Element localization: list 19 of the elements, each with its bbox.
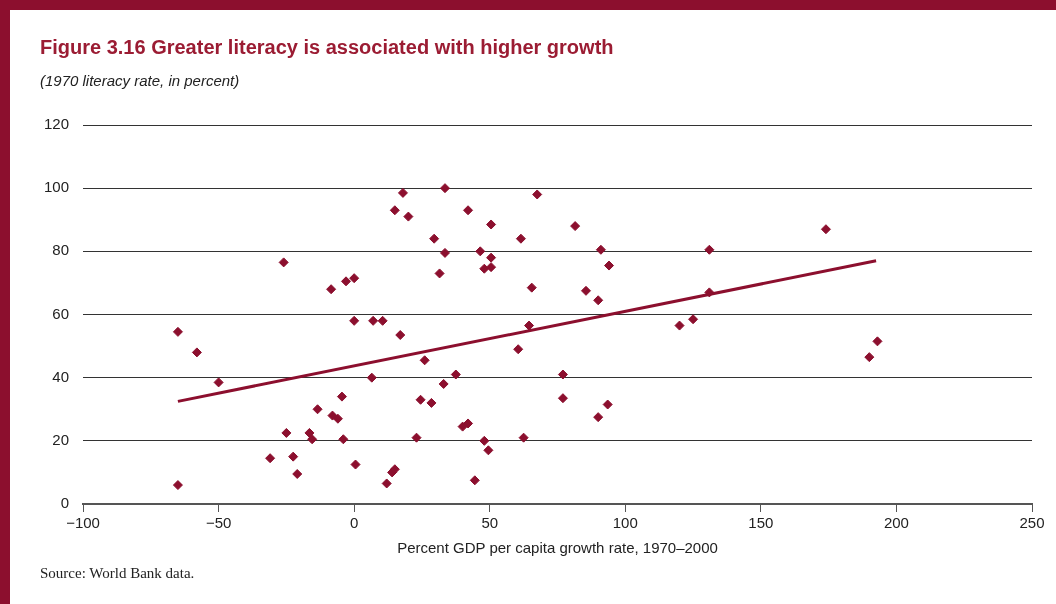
x-tick-label: 0 [349, 514, 359, 532]
y-tick-label: 80 [52, 241, 70, 259]
x-tick-label: −50 [205, 514, 232, 532]
x-tick-label: 100 [612, 514, 638, 532]
x-tick-label: −100 [66, 514, 100, 532]
x-axis-title: Percent GDP per capita growth rate, 1970–2000 [397, 539, 718, 557]
y-tick-label: 60 [52, 304, 70, 322]
x-tick-label: 250 [1019, 514, 1045, 532]
chart-title: Figure 3.16 Greater literacy is associated with higher growth [40, 36, 614, 59]
y-tick-label: 120 [44, 115, 70, 133]
y-tick-label: 0 [60, 494, 70, 512]
x-tick-label: 150 [748, 514, 774, 532]
x-tick-label: 200 [883, 514, 909, 532]
x-tick-label: 50 [481, 514, 499, 532]
chart-subtitle: (1970 literacy rate, in percent) [40, 72, 240, 89]
y-tick-label: 100 [44, 178, 70, 196]
y-tick-label: 20 [52, 430, 70, 448]
y-tick-label: 40 [52, 367, 70, 385]
source-note: Source: World Bank data. [40, 565, 195, 582]
